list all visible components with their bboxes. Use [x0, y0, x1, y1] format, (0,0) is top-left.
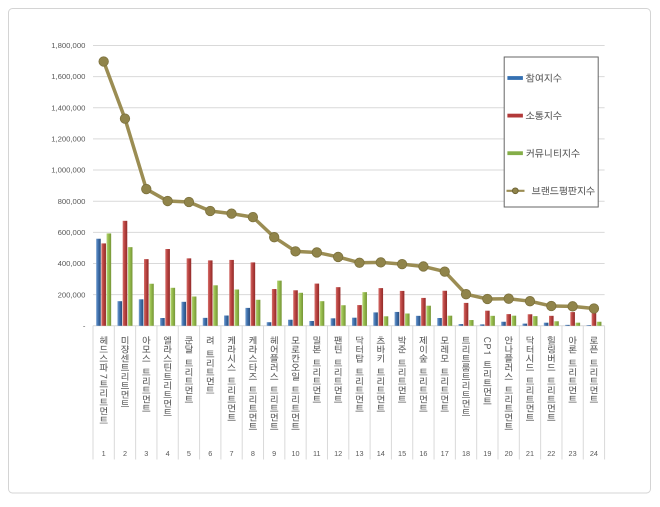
svg-text:1,000,000: 1,000,000 — [51, 166, 85, 175]
svg-text:4: 4 — [166, 449, 170, 458]
svg-text:18: 18 — [462, 449, 470, 458]
svg-text:13: 13 — [355, 449, 363, 458]
svg-text:24: 24 — [590, 449, 598, 458]
svg-text:2: 2 — [123, 449, 127, 458]
svg-text:14: 14 — [377, 449, 385, 458]
svg-text:12: 12 — [334, 449, 342, 458]
svg-text:11: 11 — [313, 449, 321, 458]
svg-text:17: 17 — [441, 449, 449, 458]
svg-text:600,000: 600,000 — [58, 228, 86, 237]
svg-text:10: 10 — [291, 449, 299, 458]
svg-text:200,000: 200,000 — [58, 290, 86, 299]
svg-text:22: 22 — [547, 449, 555, 458]
svg-text:1: 1 — [102, 449, 106, 458]
svg-text:19: 19 — [483, 449, 491, 458]
svg-text:9: 9 — [272, 449, 276, 458]
svg-text:1,800,000: 1,800,000 — [51, 41, 85, 50]
svg-text:16: 16 — [419, 449, 427, 458]
svg-text:1,200,000: 1,200,000 — [51, 135, 85, 144]
svg-text:1,400,000: 1,400,000 — [51, 103, 85, 112]
svg-text:21: 21 — [526, 449, 534, 458]
svg-text:3: 3 — [144, 449, 148, 458]
svg-text:5: 5 — [187, 449, 191, 458]
svg-text:20: 20 — [505, 449, 513, 458]
svg-text:23: 23 — [569, 449, 577, 458]
svg-text:7: 7 — [230, 449, 234, 458]
svg-text:8: 8 — [251, 449, 255, 458]
svg-text:-: - — [83, 321, 86, 330]
svg-text:1,600,000: 1,600,000 — [51, 72, 85, 81]
svg-text:800,000: 800,000 — [58, 197, 86, 206]
svg-text:15: 15 — [398, 449, 406, 458]
svg-text:400,000: 400,000 — [58, 259, 86, 268]
svg-text:6: 6 — [208, 449, 212, 458]
